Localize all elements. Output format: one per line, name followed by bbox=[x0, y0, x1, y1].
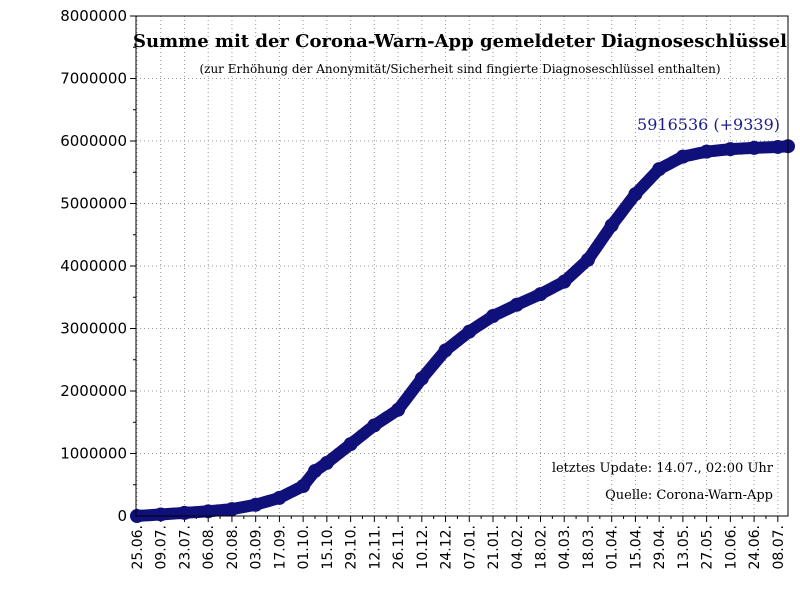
x-tick-label: 07.01. bbox=[462, 525, 478, 570]
y-tick-label: 6000000 bbox=[60, 132, 127, 150]
x-axis: 25.06. 09.07. 23.07. 06.08. 20.08. 03.09. 17.0… bbox=[130, 516, 787, 570]
data-point bbox=[343, 437, 358, 452]
x-tick-label: 01.04. bbox=[605, 525, 621, 570]
x-tick-label: 12.11. bbox=[367, 525, 383, 570]
chart-subtitle: (zur Erhöhung der Anonymität/Sicherheit … bbox=[199, 62, 720, 76]
data-point bbox=[319, 455, 334, 470]
data-point bbox=[296, 479, 311, 493]
data-point bbox=[486, 309, 501, 323]
x-tick-label: 15.10. bbox=[320, 525, 336, 570]
data-point bbox=[367, 418, 382, 433]
x-tick-label: 21.01. bbox=[486, 525, 502, 570]
x-tick-label: 18.03. bbox=[581, 525, 597, 570]
x-tick-label: 01.10. bbox=[296, 525, 312, 570]
data-point bbox=[747, 140, 762, 155]
data-point bbox=[580, 252, 595, 267]
x-tick-label: 09.07. bbox=[154, 525, 170, 570]
data-point bbox=[699, 144, 714, 159]
y-tick-label: 7000000 bbox=[60, 70, 127, 88]
data-point bbox=[308, 464, 323, 478]
y-tick-label: 3000000 bbox=[60, 320, 127, 338]
y-tick-label: 5000000 bbox=[60, 195, 127, 213]
x-tick-label: 10.12. bbox=[415, 525, 431, 570]
data-point bbox=[604, 218, 619, 233]
data-point bbox=[770, 139, 785, 154]
x-tick-label: 17.09. bbox=[272, 525, 288, 570]
data-point bbox=[675, 149, 690, 164]
x-tick-label: 25.06. bbox=[130, 525, 146, 570]
x-tick-label: 29.04. bbox=[652, 525, 668, 570]
data-point bbox=[438, 343, 453, 358]
data-point bbox=[153, 507, 168, 522]
data-point bbox=[652, 162, 667, 177]
x-tick-label: 03.09. bbox=[249, 525, 265, 570]
grid-lines bbox=[136, 16, 788, 516]
x-tick-label: 29.10. bbox=[344, 525, 360, 570]
x-tick-label: 15.04. bbox=[628, 525, 644, 570]
x-tick-label: 13.05. bbox=[676, 525, 692, 570]
x-tick-label: 08.07. bbox=[771, 525, 787, 570]
y-tick-label: 8000000 bbox=[60, 7, 127, 25]
data-point bbox=[462, 324, 477, 339]
data-point bbox=[391, 402, 406, 417]
y-tick-label: 1000000 bbox=[60, 445, 127, 463]
chart-title: Summe mit der Corona-Warn-App gemeldeter… bbox=[133, 31, 787, 52]
x-tick-label: 06.08. bbox=[201, 525, 217, 570]
x-tick-label: 10.06. bbox=[723, 525, 739, 570]
x-tick-label: 26.11. bbox=[391, 525, 407, 570]
y-tick-label: 0 bbox=[117, 507, 127, 525]
x-tick-label: 24.06. bbox=[747, 525, 763, 570]
x-tick-label: 20.08. bbox=[225, 525, 241, 570]
y-tick-label: 4000000 bbox=[60, 257, 127, 275]
data-point bbox=[723, 142, 738, 157]
data-point bbox=[272, 490, 287, 505]
data-point bbox=[628, 187, 643, 202]
x-tick-label: 24.12. bbox=[439, 525, 455, 570]
x-tick-label: 18.02. bbox=[533, 525, 549, 570]
series-line bbox=[130, 139, 795, 523]
data-point bbox=[414, 371, 429, 386]
data-point bbox=[509, 297, 524, 312]
y-axis: 0 1000000 2000000 3000000 4000000 5000000 6000… bbox=[60, 7, 136, 525]
data-point bbox=[248, 497, 263, 512]
data-point bbox=[533, 287, 548, 302]
x-tick-label: 23.07. bbox=[177, 525, 193, 570]
plot-frame bbox=[135, 15, 789, 517]
x-tick-label: 04.03. bbox=[557, 525, 573, 570]
data-point bbox=[557, 274, 572, 289]
y-tick-label: 2000000 bbox=[60, 382, 127, 400]
data-point bbox=[177, 505, 192, 520]
data-point bbox=[201, 504, 216, 519]
x-tick-label: 04.02. bbox=[510, 525, 526, 570]
source-annotation: Quelle: Corona-Warn-App bbox=[605, 488, 773, 503]
data-point bbox=[224, 502, 239, 517]
update-annotation: letztes Update: 14.07., 02:00 Uhr bbox=[552, 461, 774, 476]
last-value-label: 5916536 (+9339) bbox=[637, 115, 780, 134]
x-tick-label: 27.05. bbox=[700, 525, 716, 570]
